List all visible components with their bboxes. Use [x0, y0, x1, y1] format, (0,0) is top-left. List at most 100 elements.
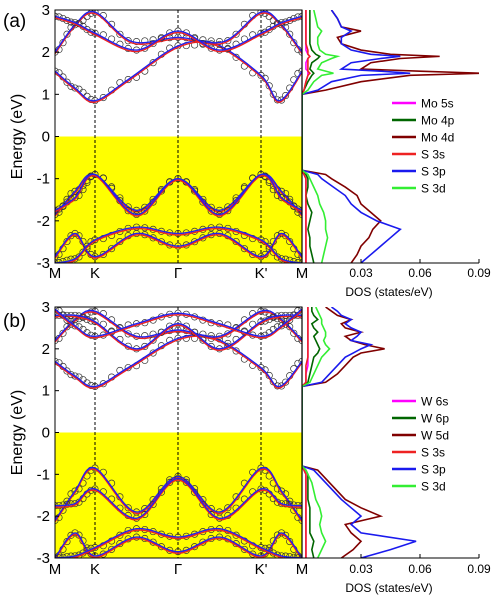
band-data-point — [277, 229, 286, 238]
band-line-dft — [55, 532, 302, 558]
y-tick-label: -1 — [37, 466, 50, 483]
bands-group — [55, 307, 302, 558]
band-data-point — [71, 529, 79, 537]
band-line-dft — [55, 10, 302, 53]
band-line-model — [55, 479, 302, 521]
band-data-point — [149, 39, 157, 48]
band-line-model — [66, 529, 290, 558]
dos-tick-label: 0.09 — [467, 266, 491, 280]
dos-group — [302, 10, 479, 263]
legend-entry-label: S 3s — [421, 148, 445, 162]
band-data-point — [99, 94, 107, 102]
band-line-model — [55, 310, 302, 339]
band-data-point — [290, 329, 298, 337]
dos-curve — [302, 307, 309, 558]
band-line-model — [55, 533, 302, 558]
kpath-label: Γ — [174, 265, 182, 282]
band-data-point — [67, 371, 75, 379]
kpath-label: Γ — [174, 561, 182, 578]
band-data-point — [224, 207, 232, 215]
y-tick-label: 1 — [42, 86, 50, 103]
band-data-point — [75, 253, 83, 261]
band-data-point — [157, 187, 165, 195]
y-tick-label: 3 — [42, 299, 50, 316]
band-data-point — [240, 545, 248, 553]
dos-tick-label: 0.09 — [467, 562, 491, 576]
band-data-point — [277, 255, 286, 263]
y-tick-label: -2 — [37, 508, 50, 525]
band-data-point — [282, 92, 290, 100]
band-data-point — [71, 229, 79, 238]
band-data-point — [67, 320, 75, 328]
panel-label: (b) — [3, 311, 26, 332]
band-data-point — [63, 237, 71, 246]
y-tick-label: -1 — [37, 171, 50, 188]
kpath-label: K — [90, 561, 100, 578]
band-data-point — [55, 210, 59, 219]
dos-tick-label: 0.06 — [408, 266, 432, 280]
legend-entry-label: Mo 4d — [421, 131, 454, 145]
band-data-point — [265, 242, 273, 250]
band-line-dft — [55, 173, 302, 216]
band-data-point — [199, 198, 207, 206]
band-data-point — [55, 253, 59, 261]
band-line-dft — [55, 232, 302, 258]
band-line-dft — [55, 466, 302, 521]
band-data-point — [141, 207, 149, 215]
dos-axis-label: DOS (states/eV) — [345, 581, 432, 595]
band-data-point — [149, 198, 157, 206]
dos-curve — [302, 10, 341, 263]
band-data-point — [59, 329, 67, 337]
dos-tick-label: 0.03 — [349, 562, 373, 576]
band-data-point — [71, 194, 79, 202]
band-data-point — [240, 245, 248, 253]
band-data-point — [199, 39, 207, 48]
band-data-point — [277, 194, 286, 202]
band-line-dft — [55, 477, 302, 519]
y-tick-label: 1 — [42, 383, 50, 400]
band-data-point — [55, 357, 59, 365]
band-data-point — [286, 538, 294, 546]
band-data-point — [191, 187, 199, 195]
band-data-point — [71, 255, 79, 263]
band-line-dft — [55, 308, 302, 337]
band-data-point — [63, 538, 71, 546]
dos-curve — [302, 307, 417, 558]
band-line-model — [55, 17, 302, 53]
y-tick-label: -3 — [37, 255, 50, 272]
band-data-point — [286, 316, 294, 324]
legend-entry-label: W 6s — [421, 395, 448, 409]
band-line-model — [62, 227, 295, 263]
kpath-label: M — [296, 265, 309, 282]
band-data-point — [63, 78, 71, 86]
band-data-point — [149, 336, 157, 344]
band-data-point — [149, 59, 157, 67]
kpath-label: M — [296, 561, 309, 578]
y-tick-label: 0 — [42, 129, 50, 146]
band-data-point — [282, 320, 290, 328]
band-line-model — [55, 12, 302, 55]
panel-label: (a) — [3, 11, 26, 32]
y-tick-label: 3 — [42, 2, 50, 19]
legend-entry-label: S 3p — [421, 463, 446, 477]
y-axis-label: Energy (eV) — [9, 390, 26, 475]
band-line-dft — [55, 527, 302, 558]
band-line-dft — [55, 309, 302, 341]
band-data-point — [67, 531, 75, 539]
band-data-point — [199, 336, 207, 344]
dos-tick-label: 0.06 — [408, 562, 432, 576]
band-data-point — [75, 498, 83, 506]
band-data-point — [149, 500, 157, 509]
kpath-label: K' — [255, 265, 268, 282]
band-line-dft — [55, 334, 302, 388]
band-data-point — [63, 30, 71, 38]
band-data-point — [116, 30, 124, 38]
band-data-point — [207, 207, 215, 215]
band-data-point — [157, 328, 165, 336]
dos-curve — [302, 307, 331, 558]
band-data-point — [141, 510, 149, 519]
band-data-point — [157, 488, 165, 496]
kpath-label: K — [90, 265, 100, 282]
band-data-point — [282, 378, 290, 386]
kpath-label: M — [49, 265, 62, 282]
